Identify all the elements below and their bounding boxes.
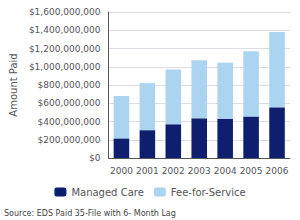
svg-text:$200,000,000: $200,000,000 — [37, 135, 100, 145]
svg-text:2000: 2000 — [110, 166, 133, 176]
svg-text:$0: $0 — [89, 153, 101, 163]
svg-text:2006: 2006 — [266, 166, 289, 176]
svg-text:$1,400,000,000: $1,400,000,000 — [29, 25, 101, 35]
svg-text:2005: 2005 — [240, 166, 263, 176]
svg-text:$400,000,000: $400,000,000 — [37, 117, 100, 127]
svg-text:$1,600,000,000: $1,600,000,000 — [29, 7, 101, 17]
svg-text:Source: EDS Paid 35-File with: Source: EDS Paid 35-File with 6- Month L… — [4, 209, 176, 218]
svg-text:Fee-for-Service: Fee-for-Service — [171, 187, 246, 198]
svg-text:2003: 2003 — [188, 166, 211, 176]
svg-text:$1,200,000,000: $1,200,000,000 — [29, 44, 101, 54]
svg-text:2002: 2002 — [162, 166, 185, 176]
svg-text:Managed Care: Managed Care — [71, 187, 143, 198]
svg-text:$600,000,000: $600,000,000 — [37, 98, 100, 108]
svg-text:$800,000,000: $800,000,000 — [37, 80, 100, 90]
svg-text:2001: 2001 — [136, 166, 159, 176]
svg-text:$1,000,000,000: $1,000,000,000 — [29, 62, 101, 72]
svg-text:2004: 2004 — [214, 166, 237, 176]
svg-text:Amount Paid: Amount Paid — [8, 53, 19, 116]
